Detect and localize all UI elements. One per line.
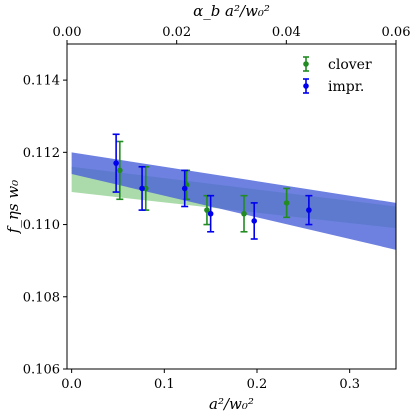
legend-clover-marker <box>303 61 309 67</box>
impr-point <box>113 160 119 166</box>
x-tick-label: 0.3 <box>339 377 360 392</box>
y-tick-label: 0.112 <box>23 146 60 161</box>
top-x-tick-label: 0.00 <box>53 25 82 40</box>
y-tick-label: 0.108 <box>23 290 60 305</box>
impr-point <box>306 207 312 213</box>
legend-clover-label: clover <box>328 57 372 73</box>
impr-point <box>181 185 188 192</box>
top-x-tick-label: 0.04 <box>272 25 301 40</box>
y-tick-label: 0.114 <box>23 74 60 89</box>
y-tick-label: 0.110 <box>23 218 60 233</box>
clover-point <box>117 167 123 174</box>
x-tick-label: 0.0 <box>61 377 82 392</box>
x-axis-label: a²/w₀² <box>209 395 254 413</box>
legend-impr-marker <box>303 83 309 89</box>
clover-point <box>283 200 290 206</box>
legend: clover impr. <box>303 56 372 95</box>
top-x-tick-label: 0.06 <box>382 25 411 40</box>
data-points <box>112 133 313 240</box>
y-tick-label: 0.106 <box>23 363 60 378</box>
x-tick-label: 0.1 <box>154 377 175 392</box>
fit-bands <box>71 152 397 250</box>
clover-point <box>204 207 210 213</box>
top-x-tick-label: 0.02 <box>162 25 191 40</box>
clover-point <box>241 210 247 217</box>
top-x-axis-label: α_b a²/w₀² <box>193 2 270 20</box>
impr-point <box>251 218 258 224</box>
axes: 0.0 0.1 0.2 0.3 0.106 0.108 0.110 0.112 0.114 0.0… <box>4 2 410 413</box>
x-tick-label: 0.2 <box>247 377 268 392</box>
fit-band-impr <box>71 152 397 250</box>
y-axis-label: f_ηs w₀ <box>4 180 22 234</box>
impr-point <box>207 210 214 217</box>
plot-frame <box>66 43 397 370</box>
legend-impr-label: impr. <box>328 79 364 95</box>
impr-point <box>139 185 145 192</box>
